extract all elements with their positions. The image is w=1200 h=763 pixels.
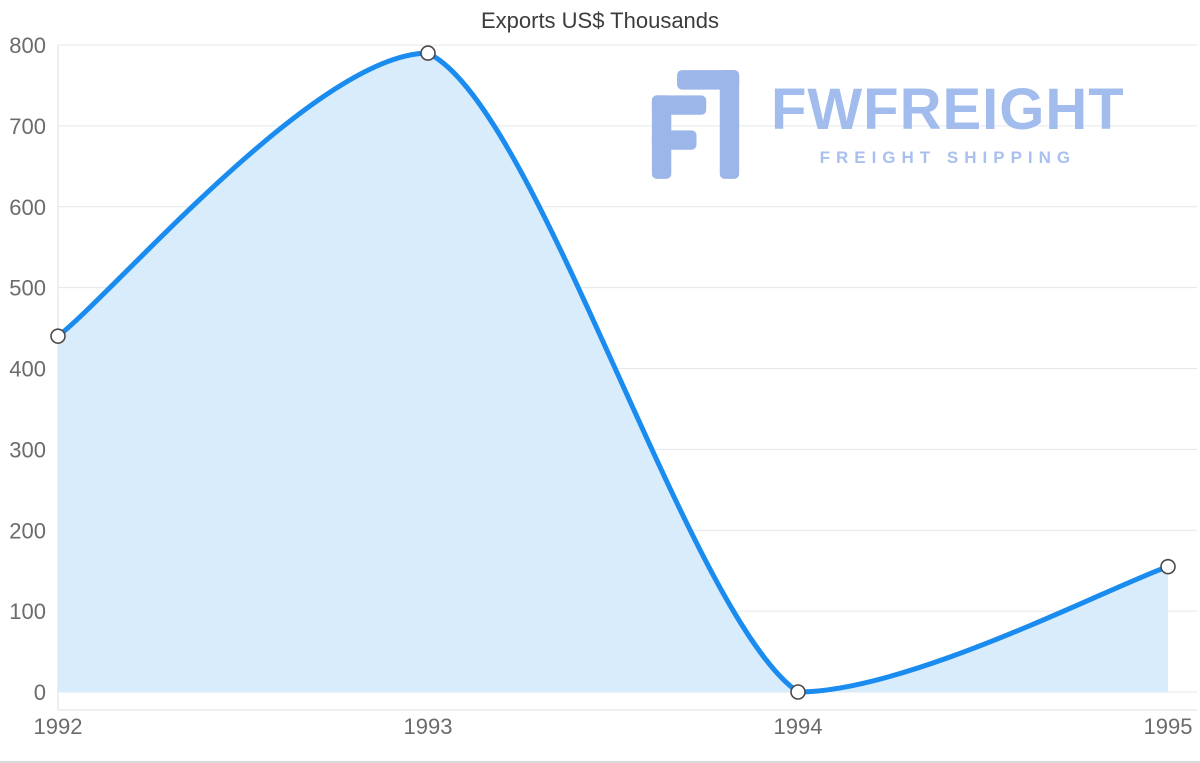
y-tick-label: 0 [34,680,46,705]
y-tick-label: 200 [9,518,46,543]
y-tick-label: 100 [9,599,46,624]
chart-title: Exports US$ Thousands [480,8,720,33]
y-tick-label: 600 [9,195,46,220]
data-point-1992[interactable] [50,328,66,344]
x-tick-label: 1994 [774,714,823,739]
x-tick-label: 1992 [34,714,83,739]
y-tick-label: 500 [9,276,46,301]
y-tick-label: 400 [9,357,46,382]
y-tick-label: 700 [9,114,46,139]
x-tick-label: 1995 [1144,714,1193,739]
y-tick-label: 800 [9,33,46,58]
data-point-1995[interactable] [1160,558,1176,575]
data-point-1993[interactable] [420,45,436,61]
series-line [55,50,1171,695]
x-tick-label: 1993 [404,714,453,739]
y-tick-label: 300 [9,437,46,462]
data-point-1994[interactable] [790,684,806,700]
area-fill [58,53,1168,692]
